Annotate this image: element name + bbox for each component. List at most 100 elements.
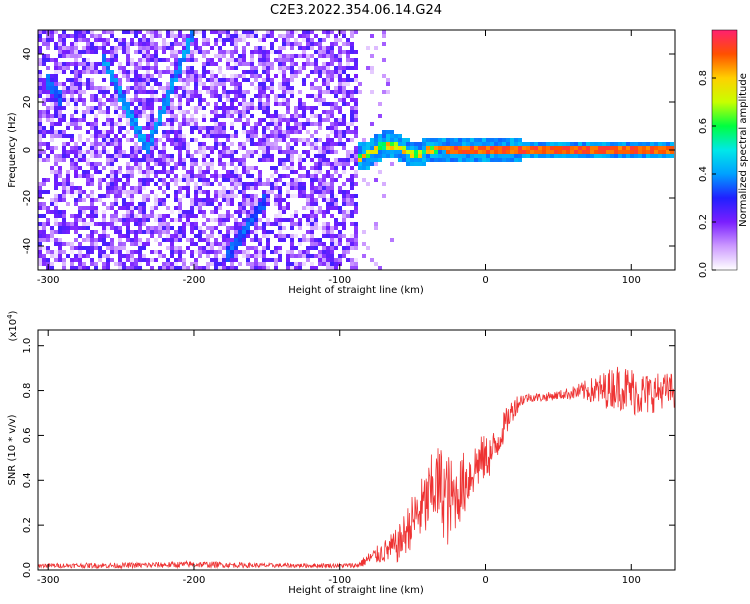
spectrogram-cell [258, 122, 262, 126]
spectrogram-cell [246, 250, 250, 254]
spectrogram-cell [82, 190, 86, 194]
spectrogram-cell [278, 210, 282, 214]
spectrogram-cell [290, 178, 294, 182]
spectrogram-cell [374, 146, 378, 150]
spectrogram-cell [554, 150, 558, 154]
spectrogram-cell [38, 222, 42, 226]
spectrogram-cell [110, 202, 114, 206]
spectrogram-cell [566, 142, 570, 146]
spectrogram-cell [642, 154, 646, 158]
spectrogram-cell [394, 146, 398, 150]
spectrogram-cell [402, 138, 406, 142]
spectrogram-cell [218, 262, 222, 266]
spectrogram-cell [318, 102, 322, 106]
spectrogram-cell [210, 162, 214, 166]
spectrogram-cell [182, 194, 186, 198]
spectrogram-cell [130, 42, 134, 46]
spectrogram-cell [98, 62, 102, 66]
spectrogram-cell [74, 238, 78, 242]
spectrogram-cell [102, 262, 106, 266]
spectrogram-cell [126, 78, 130, 82]
spectrogram-cell [174, 266, 178, 270]
spectrogram-cell [234, 110, 238, 114]
spectrogram-cell [430, 142, 434, 146]
spectrogram-cell [110, 186, 114, 190]
spectrogram-cell [90, 46, 94, 50]
spectrogram-cell [342, 82, 346, 86]
spectrogram-cell [110, 78, 114, 82]
spectrogram-cell [98, 134, 102, 138]
spectrogram-cell [82, 198, 86, 202]
spectrogram-cell [210, 74, 214, 78]
spectrogram-cell [170, 262, 174, 266]
spectrogram-cell [186, 246, 190, 250]
spectrogram-cell [286, 250, 290, 254]
spectrogram-cell [250, 34, 254, 38]
spectrogram-cell [62, 134, 66, 138]
spectrogram-cell [250, 206, 254, 210]
spectrogram-cell [62, 146, 66, 150]
spectrogram-cell [122, 190, 126, 194]
spectrogram-cell [190, 222, 194, 226]
spectrogram-cell [42, 190, 46, 194]
spectrogram-cell [494, 142, 498, 146]
spectrogram-cell [98, 86, 102, 90]
spectrogram-cell [170, 86, 174, 90]
spectrogram-cell [162, 70, 166, 74]
spectrogram-cell [242, 222, 246, 226]
spectrogram-cell [142, 46, 146, 50]
spectrogram-cell [234, 222, 238, 226]
spectrogram-cell [334, 74, 338, 78]
spectrogram-cell [226, 210, 230, 214]
spectrogram-cell [366, 150, 370, 154]
spectrogram-cell [290, 214, 294, 218]
spectrogram-cell [522, 146, 526, 150]
spectrogram-cell [138, 138, 142, 142]
spectrogram-cell [202, 266, 206, 270]
spectrogram-cell [262, 150, 266, 154]
spectrogram-cell [246, 42, 250, 46]
spectrogram-cell [50, 74, 54, 78]
spectrogram-cell [290, 34, 294, 38]
spectrogram-cell [150, 134, 154, 138]
spectrogram-cell [162, 166, 166, 170]
spectrogram-cell [206, 146, 210, 150]
spectrogram-cell [382, 42, 386, 46]
spectrogram-cell [78, 138, 82, 142]
spectrogram-cell [210, 230, 214, 234]
spectrogram-cell [362, 142, 366, 146]
spectrogram-cell [194, 38, 198, 42]
spectrogram-cell [346, 82, 350, 86]
spectrogram-cell [46, 142, 50, 146]
spectrogram-cell [326, 30, 330, 34]
spectrogram-cell [126, 102, 130, 106]
spectrogram-cell [358, 162, 362, 166]
spectrogram-cell [358, 154, 362, 158]
spectrogram-cell [342, 70, 346, 74]
spectrogram-cell [54, 158, 58, 162]
spectrogram-cell [194, 122, 198, 126]
spectrogram-cell [234, 94, 238, 98]
spectrogram-cell [346, 154, 350, 158]
spectrogram-cell [326, 170, 330, 174]
spectrogram-cell [46, 246, 50, 250]
spectrogram-cell [314, 266, 318, 270]
spectrogram-cell [90, 122, 94, 126]
spectrogram-cell [198, 30, 202, 34]
spectrogram-cell [74, 106, 78, 110]
spectrogram-cell [354, 258, 358, 262]
spectrogram-cell [42, 142, 46, 146]
spectrogram-cell [58, 70, 62, 74]
spectrogram-cell [82, 102, 86, 106]
spectrogram-cell [58, 238, 62, 242]
spectrogram-cell [226, 174, 230, 178]
spectrogram-cell [614, 154, 618, 158]
spectrogram-cell [242, 90, 246, 94]
spectrogram-cell [210, 94, 214, 98]
spectrogram-cell [198, 130, 202, 134]
spectrogram-cell [262, 110, 266, 114]
x-tick-label: -100 [328, 275, 351, 286]
spectrogram-cell [658, 142, 662, 146]
spectrogram-cell [282, 238, 286, 242]
